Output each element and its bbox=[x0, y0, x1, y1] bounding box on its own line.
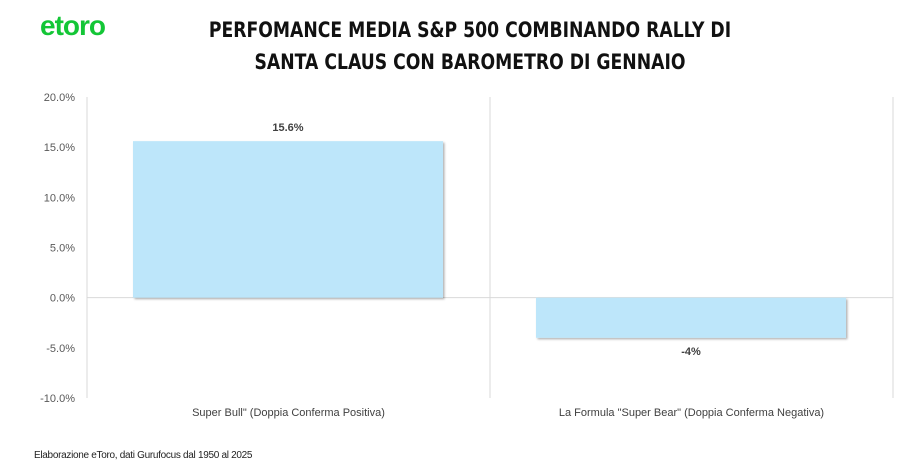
etoro-logo: etoro bbox=[40, 10, 106, 41]
y-tick-label: 15.0% bbox=[44, 142, 75, 154]
bar bbox=[536, 297, 846, 338]
bar-chart: 20.0% 15.0% 10.0% 5.0% 0.0% -5.0% -10.0% 15.6% S… bbox=[40, 92, 894, 419]
y-tick-label: 20.0% bbox=[44, 92, 75, 104]
y-tick-label: -10.0% bbox=[40, 393, 75, 405]
x-category-label: Super Bull" (Doppia Conferma Positiva) bbox=[192, 407, 385, 419]
bar bbox=[133, 141, 443, 298]
y-tick-label: -5.0% bbox=[46, 343, 75, 355]
y-tick-label: 0.0% bbox=[50, 293, 75, 305]
chart-title: PERFOMANCE MEDIA S&P 500 COMBINANDO RALL… bbox=[208, 18, 732, 74]
y-tick-label: 10.0% bbox=[44, 192, 75, 204]
data-label: -4% bbox=[681, 346, 701, 358]
x-category-label: La Formula "Super Bear" (Doppia Conferma… bbox=[559, 407, 824, 419]
y-tick-label: 5.0% bbox=[50, 243, 75, 255]
data-label: 15.6% bbox=[272, 122, 303, 134]
footnote: Elaborazione eToro, dati Gurufocus dal 1… bbox=[34, 450, 253, 461]
